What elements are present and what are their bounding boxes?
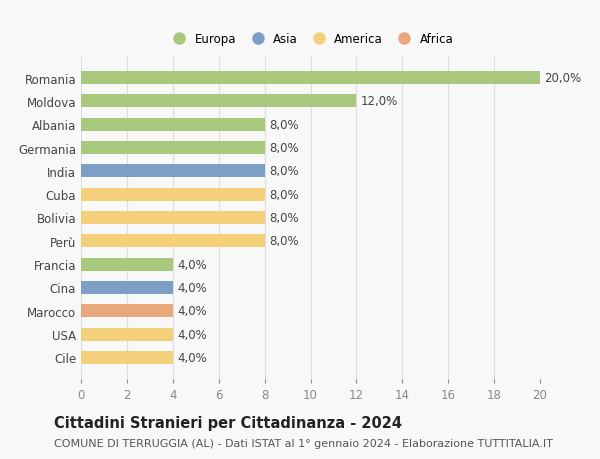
Bar [81, 165, 265, 178]
Text: 8,0%: 8,0% [269, 118, 299, 131]
Bar [81, 212, 265, 224]
Bar [81, 235, 265, 248]
Text: COMUNE DI TERRUGGIA (AL) - Dati ISTAT al 1° gennaio 2024 - Elaborazione TUTTITAL: COMUNE DI TERRUGGIA (AL) - Dati ISTAT al… [54, 438, 553, 448]
Bar [81, 328, 173, 341]
Text: 8,0%: 8,0% [269, 165, 299, 178]
Text: 8,0%: 8,0% [269, 188, 299, 201]
Text: 12,0%: 12,0% [361, 95, 398, 108]
Text: 4,0%: 4,0% [178, 258, 207, 271]
Bar [81, 351, 173, 364]
Text: 4,0%: 4,0% [178, 305, 207, 318]
Bar [81, 142, 265, 155]
Text: 8,0%: 8,0% [269, 235, 299, 248]
Text: Cittadini Stranieri per Cittadinanza - 2024: Cittadini Stranieri per Cittadinanza - 2… [54, 415, 402, 431]
Bar [81, 305, 173, 318]
Text: 4,0%: 4,0% [178, 281, 207, 294]
Text: 20,0%: 20,0% [545, 72, 582, 85]
Bar [81, 258, 173, 271]
Text: 4,0%: 4,0% [178, 328, 207, 341]
Text: 4,0%: 4,0% [178, 351, 207, 364]
Bar [81, 281, 173, 294]
Bar [81, 72, 540, 85]
Bar [81, 118, 265, 131]
Legend: Europa, Asia, America, Africa: Europa, Asia, America, Africa [163, 28, 458, 50]
Text: 8,0%: 8,0% [269, 212, 299, 224]
Bar [81, 95, 356, 108]
Bar [81, 188, 265, 201]
Text: 8,0%: 8,0% [269, 142, 299, 155]
